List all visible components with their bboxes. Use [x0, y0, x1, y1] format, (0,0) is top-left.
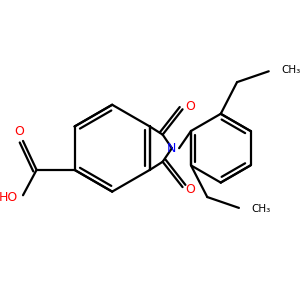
Text: HO: HO	[0, 190, 18, 203]
Text: N: N	[167, 142, 177, 155]
Text: CH₃: CH₃	[252, 204, 271, 214]
Text: CH₃: CH₃	[281, 65, 300, 75]
Text: O: O	[185, 100, 195, 113]
Text: O: O	[185, 183, 195, 196]
Text: O: O	[14, 125, 24, 138]
